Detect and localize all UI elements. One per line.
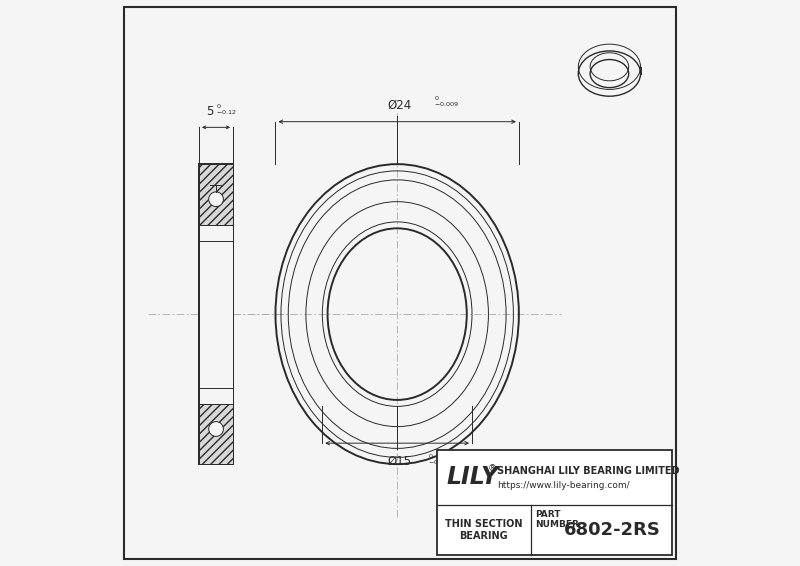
Text: THIN SECTION
BEARING: THIN SECTION BEARING <box>445 519 522 541</box>
Bar <box>199 164 233 225</box>
Text: https://www.lily-bearing.com/: https://www.lily-bearing.com/ <box>497 481 630 490</box>
Text: $^{0}_{-0.12}$: $^{0}_{-0.12}$ <box>216 102 237 117</box>
Text: SHANGHAI LILY BEARING LIMITED: SHANGHAI LILY BEARING LIMITED <box>497 466 679 476</box>
Text: 5: 5 <box>206 105 214 118</box>
Ellipse shape <box>328 229 466 399</box>
Circle shape <box>209 422 223 436</box>
Text: Ø15: Ø15 <box>388 454 412 468</box>
Bar <box>199 225 233 404</box>
Text: $^{0}_{-0.008}$: $^{0}_{-0.008}$ <box>428 452 453 467</box>
Circle shape <box>209 192 223 207</box>
Text: Ø24: Ø24 <box>388 98 412 112</box>
Text: 6802-2RS: 6802-2RS <box>564 521 661 539</box>
Bar <box>199 404 233 464</box>
Text: $^{0}_{-0.009}$: $^{0}_{-0.009}$ <box>434 95 459 109</box>
Bar <box>437 450 672 555</box>
Bar <box>199 164 233 464</box>
Text: PART
NUMBER: PART NUMBER <box>535 510 579 529</box>
Text: ®: ® <box>488 464 497 473</box>
Text: LILY: LILY <box>447 465 499 488</box>
